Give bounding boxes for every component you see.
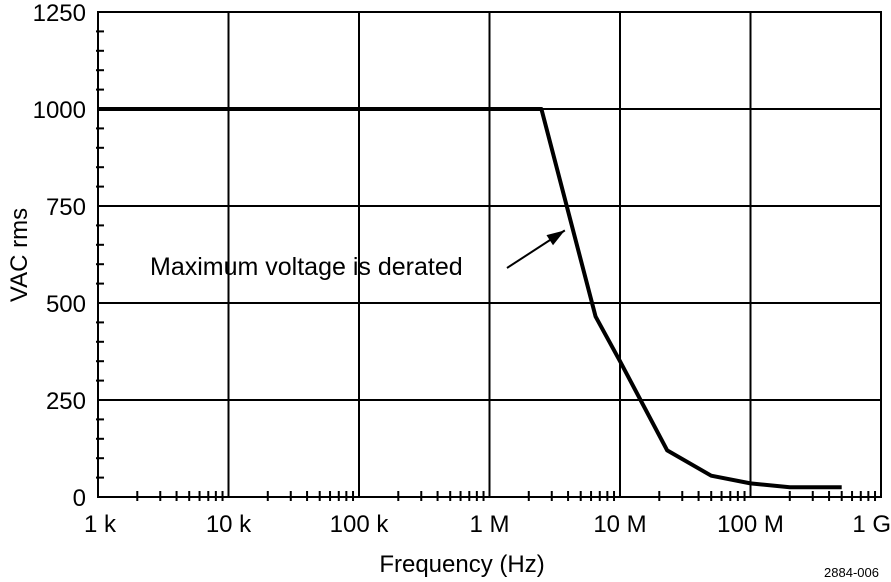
annotation-arrowhead — [546, 230, 565, 246]
x-tick-label: 10 k — [206, 511, 252, 538]
y-tick-labels: 0 250 500 750 1000 1250 — [33, 0, 86, 512]
x-tick-label: 1 k — [84, 511, 117, 538]
x-tick-label: 1 G — [852, 511, 891, 538]
y-tick-label: 750 — [46, 194, 86, 221]
plot-frame — [97, 11, 882, 498]
y-tick-label: 1250 — [33, 0, 86, 27]
annotation-label: Maximum voltage is derated — [150, 253, 463, 281]
x-tick-labels: 1 k 10 k 100 k 1 M 10 M 100 M 1 G — [84, 511, 891, 538]
x-tick-label: 100 k — [330, 511, 390, 538]
x-tick-label: 100 M — [717, 511, 784, 538]
y-tick-label: 500 — [46, 291, 86, 318]
figure-id: 2884-006 — [824, 565, 879, 580]
x-tick-label: 1 M — [469, 511, 509, 538]
x-tick-label: 10 M — [593, 511, 646, 538]
y-axis-title: VAC rms — [6, 208, 33, 302]
y-tick-label: 250 — [46, 388, 86, 415]
x-axis-title: Frequency (Hz) — [379, 551, 544, 578]
y-tick-label: 1000 — [33, 97, 86, 124]
y-tick-label: 0 — [73, 485, 86, 512]
series-line — [98, 107, 842, 490]
